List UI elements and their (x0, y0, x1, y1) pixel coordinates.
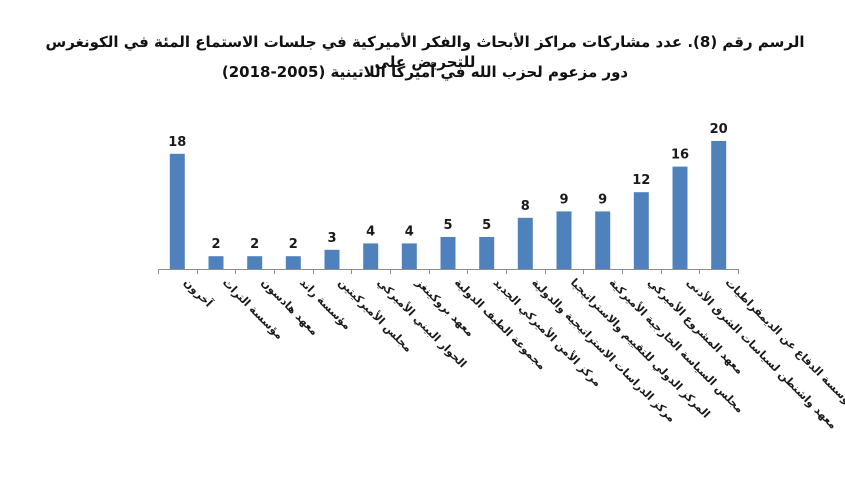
bar (479, 237, 495, 269)
x-tick-label: المركز الدولي للتقييم والاستراتيجيا (568, 276, 713, 421)
bar (633, 192, 649, 269)
data-label: 9 (598, 192, 607, 207)
bar (401, 243, 417, 269)
data-label: 18 (168, 135, 186, 150)
data-label: 5 (443, 218, 452, 233)
chart-title-line-1: الرسم رقم (8). عدد مشاركات مراكز الأبحاث… (45, 33, 805, 71)
bar (285, 256, 301, 269)
bar (169, 153, 185, 269)
data-label: 9 (559, 192, 568, 207)
bar (208, 256, 224, 269)
x-tick-label: مجلس الأميركيتين (336, 275, 416, 355)
x-tick-label: مؤسسة الدفاع عن الديمقراطيات (723, 276, 845, 412)
data-label: 12 (632, 173, 650, 188)
x-tick-label: مركز الدراسات الاستراتيجية والدولية (529, 276, 678, 425)
x-tick-label: آخرون (181, 275, 216, 310)
data-label: 5 (482, 218, 491, 233)
data-label: 2 (211, 237, 220, 252)
data-label: 4 (405, 224, 414, 239)
bar (556, 211, 572, 269)
bar (247, 256, 263, 269)
bar (363, 243, 379, 269)
x-tick-label: مجلس السياسة الخارجية الأميركية (607, 275, 747, 415)
bar (517, 217, 533, 269)
data-label: 8 (521, 199, 530, 214)
bar (672, 166, 688, 269)
data-label: 2 (250, 237, 259, 252)
data-label: 3 (327, 231, 336, 246)
bar (711, 141, 727, 269)
data-label: 20 (710, 122, 728, 137)
bar (595, 211, 611, 269)
data-label: 4 (366, 224, 375, 239)
bar (324, 249, 340, 269)
bar (440, 237, 456, 269)
data-label: 16 (671, 148, 689, 163)
chart-title-line-2: دور مزعوم لحزب الله في أميركا اللاتينية … (221, 63, 629, 81)
data-label: 2 (289, 237, 298, 252)
